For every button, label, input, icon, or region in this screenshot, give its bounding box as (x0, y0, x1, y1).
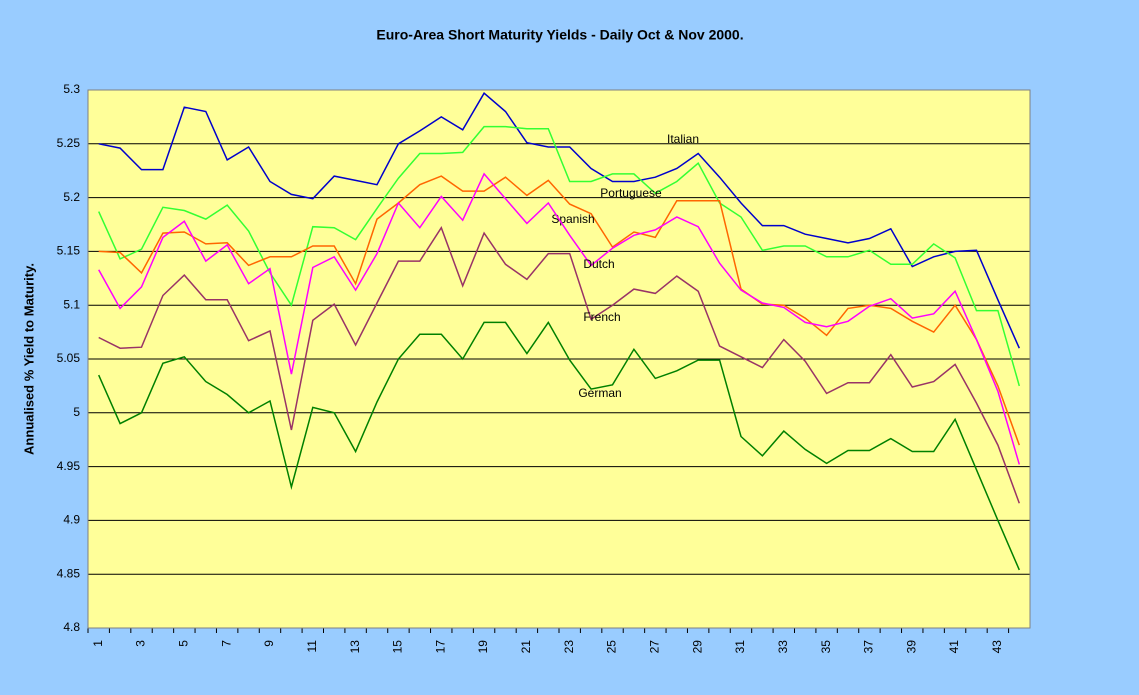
series-line (98, 226, 1021, 504)
series-label: Dutch (583, 257, 614, 271)
series-label: German (578, 386, 621, 400)
series-line (98, 320, 1020, 571)
x-tick-label: 29 (690, 640, 704, 654)
chart-title: Euro-Area Short Maturity Yields - Daily … (376, 27, 743, 43)
x-tick-label: 33 (776, 640, 790, 654)
x-tick-label: 39 (904, 640, 918, 654)
x-tick-label: 13 (348, 640, 362, 654)
y-tick-label: 5.1 (63, 297, 80, 311)
x-tick-label: 19 (476, 640, 490, 654)
y-tick-label: 5.25 (57, 136, 81, 150)
x-tick-label: 27 (648, 640, 662, 654)
y-tick-label: 5.2 (63, 190, 80, 204)
plot-border (87, 89, 1031, 629)
y-tick-label: 5 (73, 405, 80, 419)
x-tick-label: 17 (433, 640, 447, 654)
x-tick-label: 41 (947, 640, 961, 654)
x-tick-label: 25 (605, 640, 619, 654)
x-tick-label: 3 (134, 640, 148, 647)
series-label: Italian (667, 132, 699, 146)
y-tick-label: 5.15 (57, 244, 81, 258)
x-tick-label: 23 (562, 640, 576, 654)
series-line (98, 175, 1021, 446)
x-tick-label: 5 (177, 640, 191, 647)
x-tick-label: 1 (91, 640, 105, 647)
y-tick-label: 4.9 (63, 513, 80, 527)
x-tick-label: 37 (862, 640, 876, 654)
y-tick-label: 4.85 (57, 566, 81, 580)
x-tick-label: 7 (219, 640, 233, 647)
x-tick-label: 31 (733, 640, 747, 654)
series-line (98, 92, 1020, 349)
y-axis-label: Annualised % Yield to Maturity. (21, 263, 36, 455)
y-tick-label: 4.8 (63, 620, 80, 634)
x-tick-label: 11 (305, 640, 319, 653)
series-label: French (583, 310, 620, 324)
series-line (98, 172, 1021, 465)
series-line (98, 125, 1021, 387)
y-tick-label: 5.05 (57, 351, 81, 365)
series-label: Spanish (551, 212, 594, 226)
y-tick-label: 4.95 (57, 459, 81, 473)
x-tick-label: 35 (819, 640, 833, 654)
x-tick-label: 15 (391, 640, 405, 654)
y-tick-label: 5.3 (63, 82, 80, 96)
x-tick-label: 21 (519, 640, 533, 654)
x-tick-label: 43 (990, 640, 1004, 654)
x-tick-label: 9 (262, 640, 276, 647)
series-label: Portuguese (600, 186, 662, 200)
